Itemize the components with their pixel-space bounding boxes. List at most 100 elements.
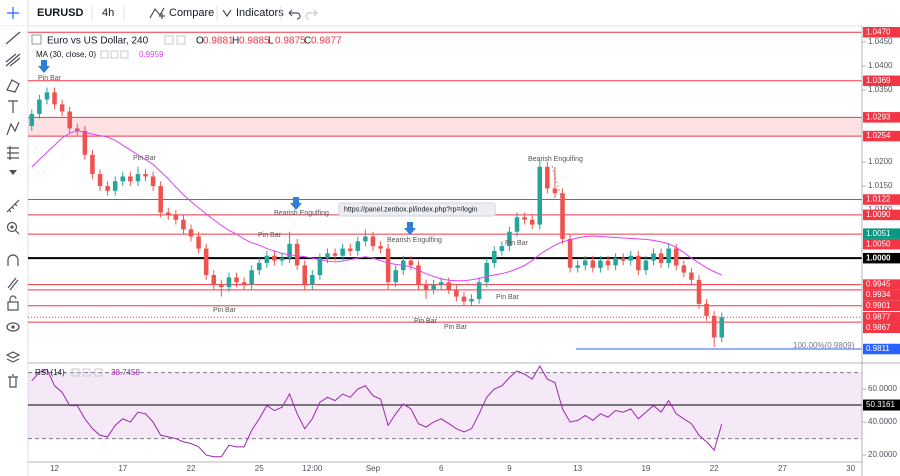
compare-button[interactable]: Compare <box>169 7 214 19</box>
rsi-value: 38.7459 <box>111 368 140 377</box>
object-tree[interactable] <box>5 351 21 363</box>
trend-line-tool[interactable] <box>5 31 21 45</box>
x-tick-label: 19 <box>641 464 650 473</box>
ruler[interactable] <box>6 199 20 213</box>
legend-button[interactable] <box>120 50 129 59</box>
candle-body <box>673 248 679 266</box>
ohlc-value: 0.9885 <box>239 36 270 47</box>
candle-body <box>44 92 50 100</box>
candle-body <box>355 241 361 251</box>
tooltip-url[interactable]: https://panel.zenbox.pl/index.php?rp=/lo… <box>344 206 477 213</box>
top-toolbar <box>0 0 900 26</box>
y-tick-label: 1.0350 <box>868 85 893 94</box>
candle-body <box>613 258 618 266</box>
y-tick-label: 1.0200 <box>868 157 893 166</box>
axis-price-box <box>863 194 900 205</box>
candle-body <box>484 262 489 283</box>
x-tick-label: 22 <box>710 464 719 473</box>
candle-body <box>211 274 217 285</box>
lock[interactable] <box>7 295 19 311</box>
axis-price-box <box>863 209 900 221</box>
candle-body <box>416 265 421 285</box>
axis-price-box <box>863 343 900 355</box>
axis-price-label: 0.9877 <box>866 312 891 321</box>
ohlc-label: H <box>232 36 239 47</box>
indicators-button[interactable]: Indicators <box>236 7 284 19</box>
candle-body <box>552 188 558 194</box>
axis-price-box <box>863 279 900 290</box>
prediction-tool[interactable] <box>7 146 19 160</box>
candle-body <box>347 248 353 251</box>
collapse-icon[interactable] <box>31 34 42 45</box>
axis-price-box <box>863 289 900 301</box>
axis-price-label: 0.9811 <box>866 344 890 353</box>
y-tick-label: 1.0150 <box>868 181 893 190</box>
brush-tool[interactable] <box>6 79 20 93</box>
magnet[interactable] <box>7 254 19 266</box>
rsi-line <box>31 364 723 458</box>
rsi-tick-label: 60.0000 <box>868 384 897 393</box>
annotation: Pin Bar <box>133 155 157 162</box>
candle-body <box>643 260 649 271</box>
candle-body <box>105 186 110 191</box>
zoom[interactable] <box>6 221 20 235</box>
x-tick-label: 22 <box>187 464 196 473</box>
candle-body <box>59 104 65 112</box>
ohlc-value: 0.9877 <box>311 36 342 47</box>
rsi-band <box>28 372 862 439</box>
axis-price-label: 1.0470 <box>866 27 891 36</box>
axis-layer: 1.04501.04001.03501.02001.01501.010060.0… <box>50 26 900 473</box>
arrow-tool[interactable] <box>9 170 17 175</box>
legend-button[interactable] <box>110 50 119 59</box>
annotation: Pin Bar <box>213 307 237 314</box>
axis-price-box <box>863 312 900 323</box>
axis-price-box <box>863 228 900 239</box>
left-toolbar <box>0 26 28 476</box>
candle-body <box>37 99 42 114</box>
candle-body <box>658 253 664 263</box>
cursor-tool[interactable] <box>7 7 19 19</box>
legend-button[interactable] <box>100 50 109 59</box>
candle-body <box>279 258 285 261</box>
axis-price-box <box>863 26 900 38</box>
candle-body <box>188 229 194 237</box>
indicators-icon[interactable] <box>222 9 232 18</box>
stay-in-drawing[interactable] <box>7 277 19 291</box>
candle-body <box>165 212 171 215</box>
arrow-marker <box>404 222 416 235</box>
x-tick-label: 25 <box>255 464 264 473</box>
axis-price-label: 0.9945 <box>866 280 891 289</box>
candle-body <box>582 260 588 266</box>
ohlc-value: 0.9875 <box>275 36 306 47</box>
visibility[interactable] <box>6 322 20 332</box>
background-layer: 100.00%(0.9809) <box>28 31 862 440</box>
candle-body <box>711 315 717 338</box>
delete[interactable] <box>8 374 18 388</box>
legend-button[interactable] <box>94 368 103 377</box>
candle-body <box>537 166 543 225</box>
candle-body <box>575 265 580 268</box>
legend-button[interactable] <box>176 35 186 45</box>
undo[interactable] <box>288 9 301 20</box>
annotation: Pin Bar <box>505 240 529 247</box>
legend-button[interactable] <box>71 368 80 377</box>
fib-tool[interactable] <box>5 53 21 67</box>
candle-body <box>363 236 368 242</box>
interval[interactable]: 4h <box>102 7 114 19</box>
pattern-tool[interactable] <box>6 121 20 136</box>
x-tick-label: 9 <box>507 464 512 473</box>
candle-body <box>196 236 201 249</box>
candle-body <box>476 282 482 300</box>
legend-button[interactable] <box>164 35 174 45</box>
compare-icon[interactable] <box>149 7 165 19</box>
annotation-layer: Pin Bar Pin Bar Bearish Engulfing Pin Ba… <box>38 60 583 331</box>
ohlc-label: O <box>196 36 204 47</box>
candle-body <box>75 128 80 131</box>
candle-body <box>52 92 57 105</box>
redo[interactable] <box>305 9 318 20</box>
legend-button[interactable] <box>82 368 91 377</box>
symbol[interactable]: EURUSD <box>37 7 84 19</box>
text-tool[interactable] <box>8 100 18 113</box>
